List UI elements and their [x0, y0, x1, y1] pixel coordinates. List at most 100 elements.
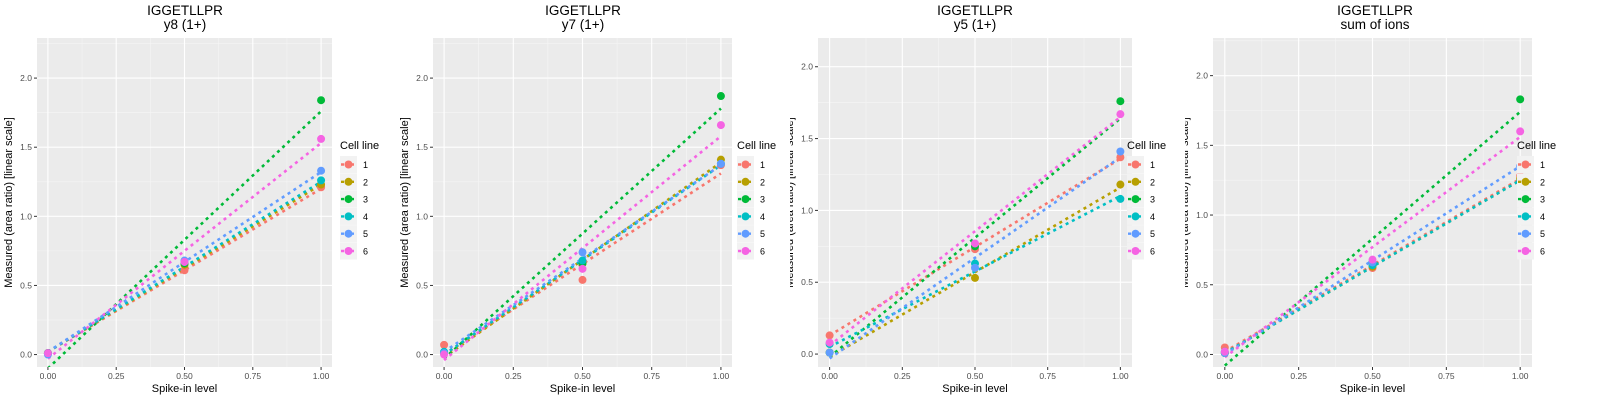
legend-label: 4 [1150, 212, 1155, 222]
legend-key-point [1521, 229, 1530, 238]
chart-panel-y8: IGGETLLPR y8 (1+) 0.00 0.25 0.50 0.75 1.00 0.0 0… [0, 0, 395, 400]
legend-label: 6 [1150, 247, 1155, 257]
data-point-series-5 [317, 166, 326, 175]
data-point-series-4 [578, 256, 587, 265]
x-tick-label: 0.75 [245, 371, 262, 381]
y-tick-label: 1.5 [416, 142, 428, 152]
chart-title: IGGETLLPR [147, 3, 223, 18]
x-tick-label: 0.50 [967, 371, 984, 381]
legend-key-point [344, 212, 353, 221]
y-tick-label: 0.5 [801, 277, 813, 287]
legend-label: 2 [760, 177, 765, 187]
legend-label: 3 [363, 195, 368, 205]
x-axis-label: Spike-in level [152, 383, 217, 395]
legend-label: 6 [1540, 247, 1545, 257]
legend-label: 4 [363, 212, 368, 222]
series-group [825, 97, 1125, 360]
data-point-series-3 [317, 96, 326, 105]
legend-key-point [1131, 177, 1140, 186]
fit-line-series-6 [828, 115, 1122, 347]
data-point-series-4 [1116, 194, 1125, 203]
x-tick-label: 1.00 [313, 371, 330, 381]
y-tick-label: 0.0 [801, 349, 813, 359]
data-point-series-3 [1516, 95, 1525, 104]
legend-key-point [741, 160, 750, 169]
data-point-series-1 [578, 275, 587, 284]
fit-line-series-4 [47, 180, 322, 353]
fit-line-series-5 [828, 156, 1122, 360]
legend-title: Cell line [1127, 140, 1166, 152]
fit-line-series-6 [443, 135, 722, 362]
legend-label: 3 [1540, 195, 1545, 205]
data-point-series-5 [716, 159, 725, 168]
x-axis-label: Spike-in level [550, 383, 615, 395]
legend-key-point [741, 229, 750, 238]
legend-label: 5 [760, 229, 765, 239]
data-point-series-6 [317, 134, 326, 143]
data-point-series-1 [440, 340, 449, 349]
fit-line-series-6 [1224, 135, 1521, 359]
fit-line-series-1 [443, 172, 722, 356]
legend-key-point [1131, 212, 1140, 221]
data-point-series-6 [180, 257, 189, 266]
y-tick-label: 2.0 [801, 62, 813, 72]
y-tick-label: 0.0 [1196, 349, 1208, 359]
legend-title: Cell line [340, 140, 379, 152]
legend-key-point [1131, 160, 1140, 169]
legend-label: 3 [1150, 195, 1155, 205]
legend-label: 1 [1150, 160, 1155, 170]
legend-key-point [1521, 177, 1530, 186]
y-axis-label: Measured (area ratio) [linear scale] [3, 117, 15, 288]
legend-label: 1 [363, 160, 368, 170]
data-point-series-6 [825, 338, 834, 347]
chart-panel-sum: IGGETLLPR sum of ions 0.00 0.25 0.50 0.75 1.00… [1185, 0, 1600, 400]
data-point-series-6 [43, 349, 52, 358]
x-tick-label: 0.25 [1290, 371, 1307, 381]
y-axis-label: Measured (area ratio) [linear scale] [399, 117, 411, 288]
legend-key-point [344, 160, 353, 169]
data-point-series-3 [716, 92, 725, 101]
x-tick-label: 0.00 [821, 371, 838, 381]
legend-key-point [1521, 247, 1530, 255]
y-tick-label: 0.0 [416, 350, 428, 360]
legend-label: 1 [760, 160, 765, 170]
x-tick-label: 0.75 [1438, 371, 1455, 381]
fit-line-series-6 [47, 142, 322, 360]
legend-key-point [344, 247, 353, 255]
chart-panel-y7: IGGETLLPR y7 (1+) 0.00 0.25 0.50 0.75 1.00 0.0 0… [395, 0, 790, 400]
legend-label: 6 [760, 247, 765, 257]
legend-label: 5 [1150, 229, 1155, 239]
data-point-series-2 [971, 273, 979, 282]
fit-line-series-2 [47, 183, 322, 353]
legend-key-point [1131, 247, 1140, 255]
legend-key-point [1131, 195, 1140, 204]
series-group [1220, 95, 1525, 367]
y-axis-label: Measured (area ratio) [linear scale] [790, 117, 796, 288]
data-point-series-3 [1116, 97, 1125, 106]
x-tick-label: 1.00 [1112, 371, 1129, 381]
legend-label: 5 [363, 229, 368, 239]
legend-key-point [1521, 195, 1530, 204]
x-tick-label: 0.25 [894, 371, 911, 381]
legend-key-point [344, 195, 353, 204]
data-point-series-5 [578, 248, 587, 257]
y-tick-label: 2.0 [20, 73, 32, 83]
x-tick-label: 0.00 [1217, 371, 1234, 381]
y-tick-label: 1.5 [801, 134, 813, 144]
y-tick-label: 0.5 [1196, 280, 1208, 290]
data-point-series-6 [971, 239, 979, 248]
y-tick-label: 0.5 [20, 280, 32, 290]
y-tick-label: 1.0 [1196, 210, 1208, 220]
x-tick-label: 1.00 [713, 371, 730, 381]
legend-key-point [1521, 212, 1530, 221]
x-tick-label: 0.00 [436, 371, 453, 381]
x-tick-label: 0.25 [108, 371, 125, 381]
y-tick-label: 2.0 [416, 73, 428, 83]
x-tick-label: 1.00 [1512, 371, 1529, 381]
legend-label: 1 [1540, 160, 1545, 170]
legend-key-point [741, 247, 750, 255]
x-tick-label: 0.25 [505, 371, 522, 381]
data-point-series-5 [971, 263, 979, 272]
legend-label: 4 [760, 212, 765, 222]
legend-key-point [1131, 229, 1140, 238]
